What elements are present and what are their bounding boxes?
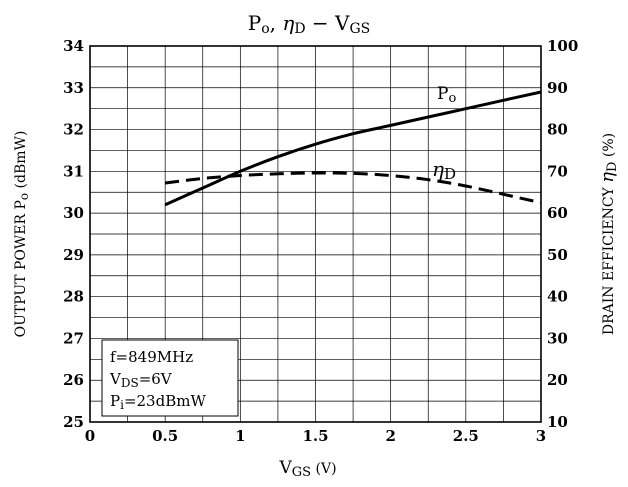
y-axis-left-label: OUTPUT POWER Po (dBmW)	[13, 131, 31, 338]
series-label-etad: ηD	[432, 157, 456, 183]
y-right-tick-label: 10	[547, 413, 568, 431]
condition-vds: VDS=6V	[109, 370, 173, 390]
y-left-tick-label: 34	[63, 37, 84, 55]
y-left-tick-label: 26	[63, 371, 84, 389]
y-right-tick-label: 30	[547, 329, 568, 347]
left-tick-labels: 25 26 27 28 29 30 31 32 33 34	[63, 37, 84, 431]
y-right-tick-label: 100	[547, 37, 578, 55]
y-left-tick-label: 29	[63, 246, 84, 264]
y-left-tick-label: 33	[63, 79, 84, 97]
y-right-tick-label: 90	[547, 79, 568, 97]
x-tick-label: 1	[235, 427, 245, 445]
y-right-tick-label: 60	[547, 204, 568, 222]
conditions-box	[101, 339, 239, 417]
right-tick-labels: 10 20 30 40 50 60 70 80 90 100	[547, 37, 578, 431]
y-left-tick-label: 30	[63, 204, 84, 222]
condition-frequency: f=849MHz	[110, 348, 193, 366]
chart-title: Po, ηD − VGS	[248, 11, 371, 37]
y-axis-right-label: DRAIN EFFICIENCY ηD (%)	[597, 133, 620, 335]
series-label-po: Po	[437, 84, 456, 106]
y-right-tick-label: 80	[547, 121, 568, 139]
condition-pi: Pi=23dBmW	[110, 392, 206, 412]
x-tick-label: 2.5	[453, 427, 479, 445]
x-tick-label: 0	[85, 427, 95, 445]
series-line-etad	[165, 171, 542, 205]
y-left-tick-label: 25	[63, 413, 84, 431]
y-left-tick-label: 28	[63, 288, 84, 306]
y-right-tick-label: 50	[547, 246, 568, 264]
y-left-tick-label: 32	[63, 121, 84, 139]
series-group	[164, 90, 542, 207]
x-tick-label: 0.5	[152, 427, 178, 445]
x-tick-label: 3	[536, 427, 546, 445]
plot-frame	[89, 45, 542, 423]
x-tick-labels: 0 0.5 1 1.5 2 2.5 3	[85, 427, 546, 445]
y-right-tick-label: 70	[547, 162, 568, 180]
y-left-tick-label: 27	[63, 329, 84, 347]
x-tick-label: 1.5	[302, 427, 328, 445]
x-axis-label: VGS (V)	[278, 458, 336, 480]
y-right-tick-label: 20	[547, 371, 568, 389]
grid	[90, 46, 541, 422]
y-right-tick-label: 40	[547, 288, 568, 306]
y-left-tick-label: 31	[63, 162, 84, 180]
x-tick-label: 2	[385, 427, 395, 445]
